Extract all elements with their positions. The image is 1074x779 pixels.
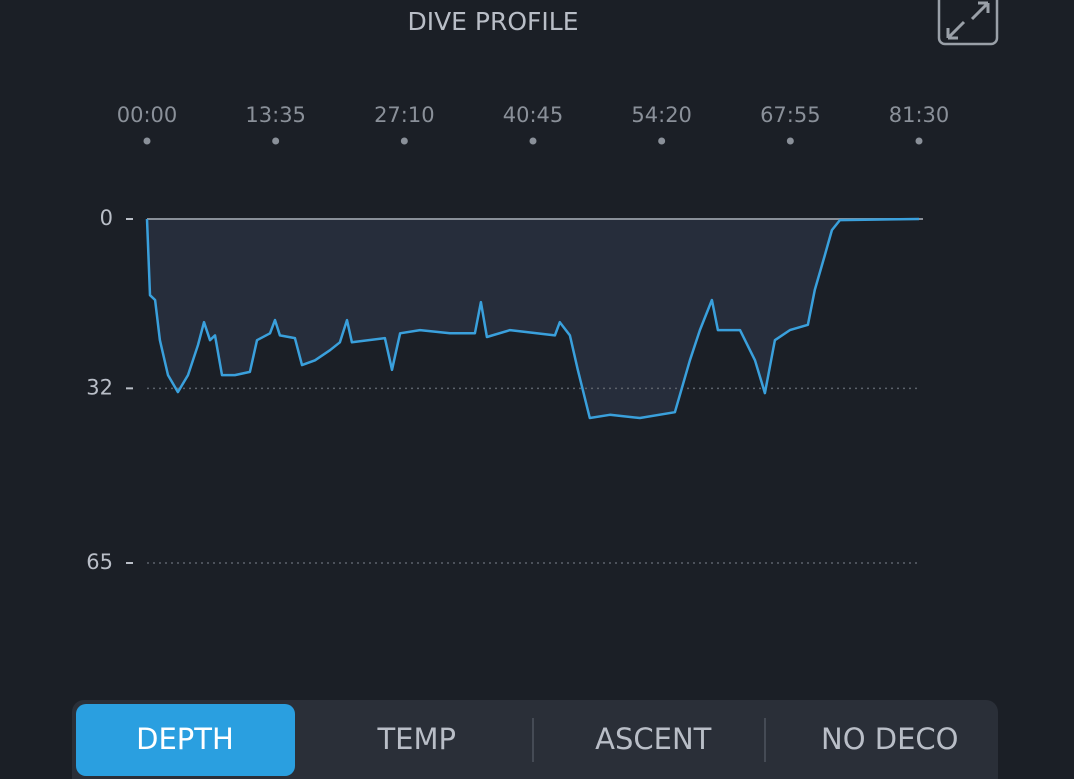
- x-tick-label: 67:55: [760, 103, 821, 127]
- expand-button[interactable]: [937, 0, 999, 46]
- y-tick-label: 32: [86, 375, 113, 399]
- x-tick-dot: [400, 137, 408, 145]
- expand-icon[interactable]: [946, 1, 990, 40]
- x-tick-dot: [529, 137, 537, 145]
- y-tick-label: 0: [100, 206, 113, 230]
- x-tick-dot: [658, 137, 666, 145]
- x-tick-label: 54:20: [631, 103, 692, 127]
- tab-label[interactable]: NO DECO: [821, 722, 958, 756]
- x-tick-label: 40:45: [503, 103, 564, 127]
- x-tick-label: 13:35: [245, 103, 306, 127]
- expand-frame[interactable]: [937, 0, 999, 46]
- tab-label[interactable]: DEPTH: [136, 722, 234, 756]
- x-tick-dot: [915, 137, 923, 145]
- depth-line: [145, 217, 920, 420]
- chart-title: DIVE PROFILE: [407, 7, 578, 36]
- x-tick-dot: [272, 137, 280, 145]
- tab-label[interactable]: ASCENT: [595, 722, 712, 756]
- tab-bar-bg: [72, 700, 998, 779]
- y-tick-label: 65: [86, 550, 113, 574]
- x-tick-dot: [143, 137, 151, 145]
- depth-area: [147, 219, 919, 418]
- x-tick-dot: [786, 137, 794, 145]
- tab-bar: [72, 700, 998, 779]
- tab-label[interactable]: TEMP: [376, 722, 456, 756]
- x-tick-label: 81:30: [889, 103, 950, 127]
- x-tick-label: 27:10: [374, 103, 435, 127]
- tab-active-bg[interactable]: [76, 704, 295, 776]
- x-tick-label: 00:00: [117, 103, 178, 127]
